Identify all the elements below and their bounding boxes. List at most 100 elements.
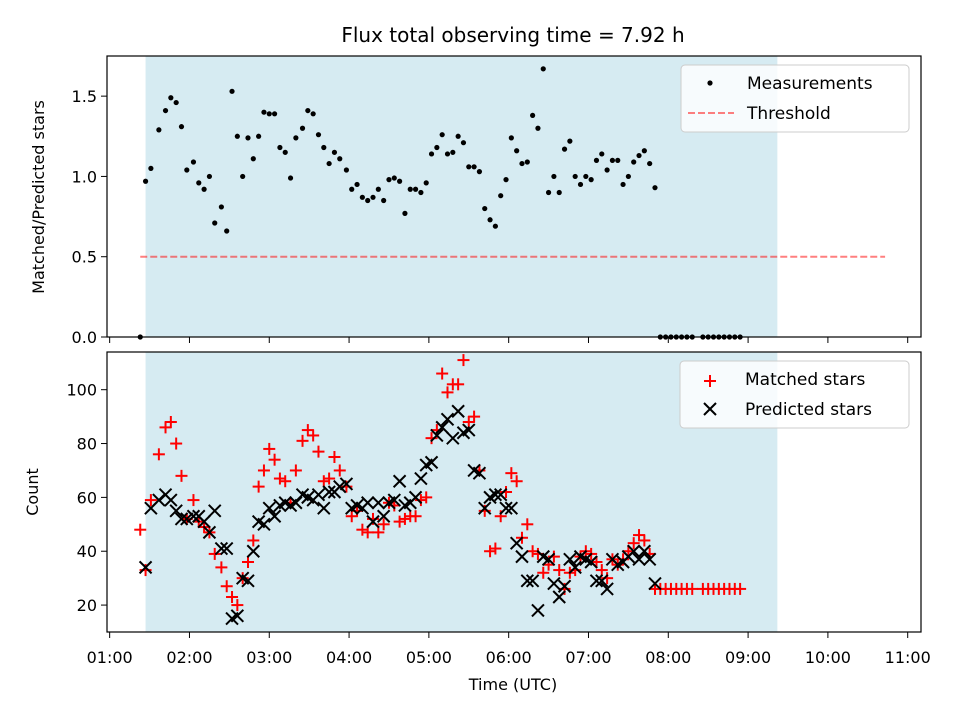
matched-star-point: [312, 445, 325, 458]
predicted-star-point: [557, 579, 572, 593]
matched-star-point: [510, 475, 523, 488]
y-tick-label: 1.0: [72, 167, 97, 186]
measurement-point: [156, 127, 162, 133]
measurement-point: [261, 109, 267, 115]
matched-star-point: [436, 367, 449, 380]
top-x-tick-marks: [109, 337, 909, 343]
measurement-point: [212, 220, 218, 226]
y-tick-label: 0.0: [72, 328, 97, 347]
measurement-point: [492, 223, 498, 229]
predicted-star-point: [446, 431, 460, 445]
measurement-point: [343, 167, 350, 173]
predicted-star-point: [589, 574, 604, 588]
matched-star-point: [170, 437, 183, 450]
predicted-star-point: [424, 455, 439, 470]
matched-star-point: [187, 494, 200, 507]
predicted-star-point: [648, 576, 662, 591]
matched-star-point: [377, 518, 390, 531]
measurement-point: [370, 194, 376, 200]
matched-star-point: [441, 386, 454, 399]
matched-star-point: [164, 416, 177, 428]
legend-measurement-marker: [707, 80, 713, 86]
matched-star-point: [215, 561, 228, 574]
predicted-star-point: [392, 474, 407, 488]
x-axis-label: Time (UTC): [468, 675, 557, 694]
matched-star-point: [247, 534, 260, 547]
predicted-star-point: [451, 404, 465, 418]
matched-star-point: [296, 434, 309, 447]
y-tick-label: 80: [77, 435, 97, 454]
predicted-star-point: [531, 603, 545, 618]
matched-star-point: [372, 526, 385, 539]
observing-span-shade: [145, 56, 778, 337]
measurement-point: [173, 99, 179, 106]
measurement-point: [466, 164, 472, 170]
measurement-point: [652, 185, 658, 191]
matched-star-point: [553, 564, 566, 577]
predicted-star-point: [525, 574, 540, 588]
measurement-point: [482, 205, 488, 212]
matched-star-point: [393, 515, 406, 528]
measurement-point: [460, 140, 467, 146]
predicted-star-point: [262, 501, 276, 515]
predicted-star-point: [267, 509, 282, 523]
measurement-point: [196, 180, 202, 186]
measurement-point: [604, 167, 610, 173]
predicted-star-point: [174, 512, 189, 526]
matched-star-point: [333, 464, 346, 477]
predicted-star-point: [311, 487, 326, 502]
measurement-point: [631, 159, 637, 165]
predicted-star-point: [584, 555, 598, 569]
measurement-point: [287, 175, 294, 181]
predicted-star-point: [600, 582, 614, 596]
measurement-point: [577, 181, 584, 188]
measurement-point: [625, 173, 631, 180]
matched-star-point: [144, 494, 157, 507]
bottom-legend-box: [679, 360, 910, 429]
measurement-point: [498, 193, 504, 199]
matched-star-point: [505, 467, 518, 480]
predicted-star-point: [257, 517, 271, 532]
measurement-point: [503, 177, 509, 183]
predicted-star-point: [462, 423, 476, 437]
predicted-star-point: [563, 552, 577, 567]
predicted-star-point: [339, 477, 354, 491]
predicted-star-point: [214, 541, 229, 556]
matched-star-point: [457, 354, 470, 367]
matched-star-point: [226, 591, 239, 603]
measurement-point: [266, 111, 272, 117]
matched-star-point: [257, 464, 270, 477]
measurement-point: [530, 112, 536, 119]
measurement-point: [381, 197, 387, 204]
measurement-point: [471, 164, 477, 170]
matched-star-point: [289, 464, 302, 477]
predicted-star-point: [219, 541, 234, 556]
predicted-star-point: [169, 504, 183, 518]
measurement-point: [148, 165, 154, 171]
predicted-star-point: [488, 487, 503, 502]
legend-matched-marker: [704, 375, 716, 387]
bottom-y-axis-label: Count: [23, 468, 42, 516]
predicted-star-point: [509, 536, 524, 550]
predicted-star-point: [387, 493, 402, 507]
measurement-point: [647, 160, 653, 167]
bottom-y-axis: 20 40 60 80 100: [66, 381, 107, 615]
measurement-point: [524, 159, 530, 165]
measurement-point: [315, 132, 322, 138]
matched-star-point: [263, 442, 276, 455]
matched-star-point: [526, 545, 539, 558]
matched-star-point: [317, 475, 330, 488]
y-tick-label: 40: [77, 542, 97, 561]
measurement-point: [402, 210, 408, 216]
measurement-point: [277, 144, 283, 151]
matched-star-point: [462, 416, 475, 428]
measurement-point: [545, 189, 552, 196]
measurement-point: [206, 173, 213, 180]
predicted-star-point: [435, 420, 449, 435]
legend-label-predicted: Predicted stars: [745, 400, 872, 420]
measurement-point: [583, 173, 589, 180]
top-legend-box: [680, 64, 910, 133]
measurement-point: [224, 228, 230, 234]
y-tick-label: 60: [77, 488, 97, 507]
